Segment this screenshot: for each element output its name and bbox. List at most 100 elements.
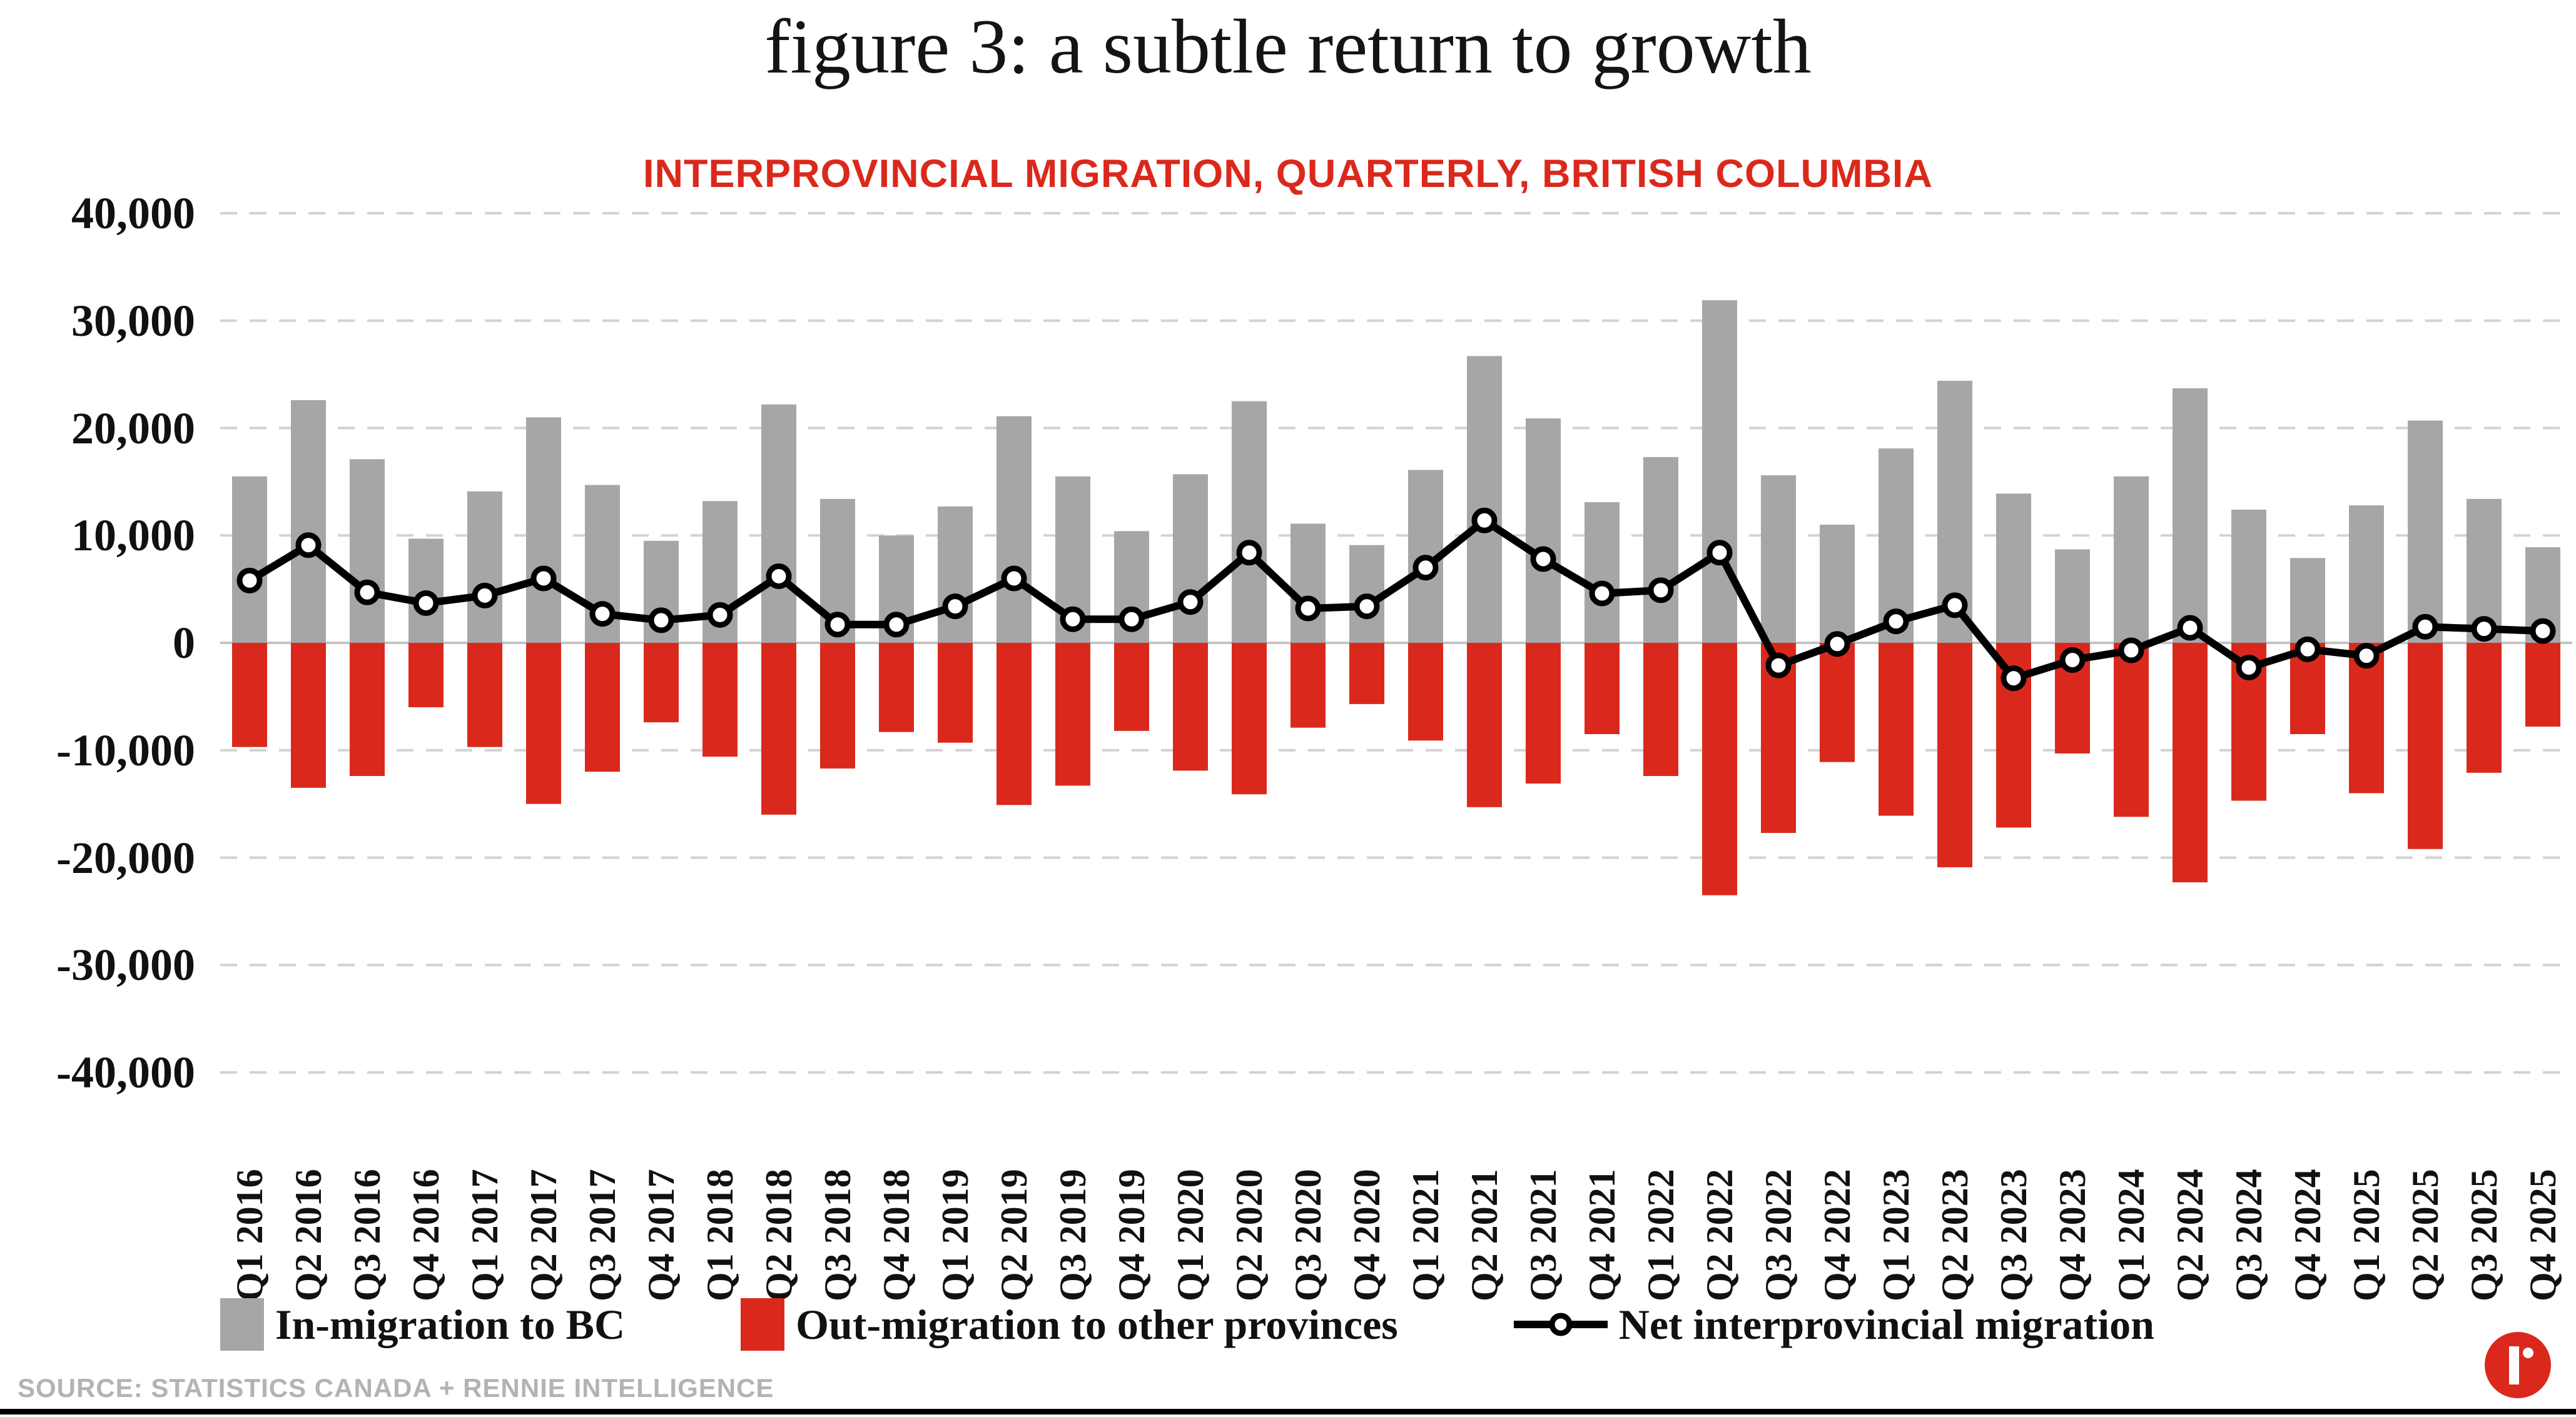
x-axis-tick-label: Q4 2020 <box>1346 1169 1387 1301</box>
net-migration-point <box>413 590 439 616</box>
y-axis-tick-label: -20,000 <box>56 832 195 883</box>
net-migration-point <box>2236 655 2262 681</box>
in-migration-bar <box>1820 525 1855 643</box>
x-axis-tick-label: Q1 2017 <box>464 1169 505 1301</box>
net-migration-point <box>883 612 910 638</box>
net-migration-point <box>1001 565 1027 592</box>
out-migration-bar <box>291 643 326 788</box>
out-migration-bar <box>761 643 796 815</box>
net-migration-point <box>1354 593 1380 620</box>
x-axis-tick-label: Q2 2019 <box>993 1169 1035 1301</box>
net-line-marker-icon <box>1513 1313 1608 1336</box>
net-migration-point <box>1471 507 1498 533</box>
net-migration-point <box>2471 616 2497 642</box>
out-migration-bar <box>644 643 679 723</box>
x-axis-tick-label: Q2 2016 <box>288 1169 329 1301</box>
in-migration-bar <box>350 459 385 643</box>
x-axis-tick-label: Q3 2018 <box>817 1169 858 1301</box>
net-migration-point <box>1648 577 1674 603</box>
net-migration-point <box>2295 636 2321 662</box>
out-migration-bar <box>1291 643 1326 728</box>
y-axis-tick-label: 0 <box>173 618 195 668</box>
in-migration-bar <box>291 400 326 643</box>
y-axis-tick-label: 10,000 <box>71 510 195 561</box>
net-migration-point <box>1824 631 1850 657</box>
net-migration-point <box>1412 555 1439 581</box>
net-migration-point <box>530 565 557 592</box>
out-migration-bar <box>879 643 914 732</box>
out-migration-bar <box>1702 643 1737 895</box>
out-migration-bar <box>350 643 385 776</box>
net-migration-point <box>295 532 322 558</box>
in-migration-bar <box>1761 475 1796 643</box>
x-axis-tick-label: Q2 2021 <box>1464 1169 1505 1301</box>
x-axis-tick-label: Q2 2020 <box>1229 1169 1270 1301</box>
net-migration-point <box>1236 540 1262 566</box>
y-axis-tick-label: 30,000 <box>71 295 195 346</box>
in-migration-bar <box>2055 549 2090 643</box>
out-migration-bar <box>820 643 855 769</box>
in-migration-bar <box>2114 476 2149 643</box>
out-migration-bar <box>1643 643 1678 776</box>
net-migration-point <box>589 601 616 627</box>
x-axis-tick-label: Q4 2016 <box>405 1169 447 1301</box>
out-migration-bar <box>526 643 561 804</box>
net-migration-line <box>246 517 2547 682</box>
x-axis-tick-label: Q3 2023 <box>1993 1169 2034 1301</box>
out-migration-bar <box>1526 643 1561 784</box>
net-migration-point <box>1589 580 1615 607</box>
x-axis-tick-label: Q3 2020 <box>1287 1169 1329 1301</box>
rennie-logo <box>2485 1332 2551 1398</box>
net-migration-point <box>2412 613 2438 640</box>
x-axis-tick-label: Q1 2024 <box>2111 1169 2152 1301</box>
out-migration-bar <box>1937 643 1972 867</box>
x-axis-tick-label: Q1 2021 <box>1405 1169 1446 1301</box>
out-migration-bar <box>1467 643 1502 807</box>
out-migration-bar <box>702 643 738 757</box>
x-axis-tick-label: Q1 2016 <box>229 1169 270 1301</box>
legend-label-net-migration: Net interprovincial migration <box>1618 1300 2154 1348</box>
out-migration-bar <box>1879 643 1914 816</box>
x-axis-tick-label: Q1 2023 <box>1875 1169 1917 1301</box>
net-migration-point <box>1060 606 1086 632</box>
in-migration-bar <box>1173 474 1208 643</box>
in-migration-bar <box>2173 388 2208 643</box>
out-migration-bar <box>938 643 973 743</box>
net-migration-point <box>1706 540 1733 566</box>
net-migration-point <box>1942 592 1968 618</box>
out-migration-bar <box>1820 643 1855 762</box>
in-migration-bar <box>467 491 502 643</box>
net-migration-point <box>1530 546 1556 572</box>
y-axis-tick-label: -10,000 <box>56 725 195 775</box>
in-migration-bar <box>1585 502 1620 643</box>
x-axis-tick-label: Q4 2019 <box>1111 1169 1152 1301</box>
legend-item-out-migration: Out-migration to other provinces <box>741 1298 1398 1351</box>
in-migration-bar <box>1643 456 1678 643</box>
net-migration-point <box>824 612 851 638</box>
x-axis-tick-label: Q4 2022 <box>1817 1169 1858 1301</box>
out-migration-bar <box>1232 643 1267 795</box>
x-axis-tick-label: Q4 2018 <box>876 1169 917 1301</box>
out-migration-bar <box>2408 643 2443 849</box>
y-axis-tick-label: -40,000 <box>56 1047 195 1097</box>
x-axis-tick-label: Q2 2017 <box>523 1169 564 1301</box>
out-migration-bar <box>1349 643 1384 704</box>
net-migration-point <box>707 602 733 628</box>
x-axis-tick-label: Q4 2017 <box>641 1169 682 1301</box>
in-migration-bar <box>938 506 973 643</box>
out-migration-bar <box>232 643 267 747</box>
out-migration-bar <box>408 643 444 708</box>
bottom-border-bar <box>0 1409 2576 1414</box>
in-migration-bar <box>2349 505 2384 643</box>
y-axis-tick-label: -30,000 <box>56 940 195 991</box>
in-migration-bar <box>996 416 1032 643</box>
out-migration-bar <box>1585 643 1620 734</box>
out-migration-bar <box>1055 643 1090 786</box>
in-migration-bar <box>2290 558 2325 643</box>
legend-label-out-migration: Out-migration to other provinces <box>796 1300 1398 1348</box>
net-migration-point <box>2353 643 2380 669</box>
y-axis-tick-label: 20,000 <box>71 403 195 453</box>
in-migration-bar <box>1232 401 1267 643</box>
